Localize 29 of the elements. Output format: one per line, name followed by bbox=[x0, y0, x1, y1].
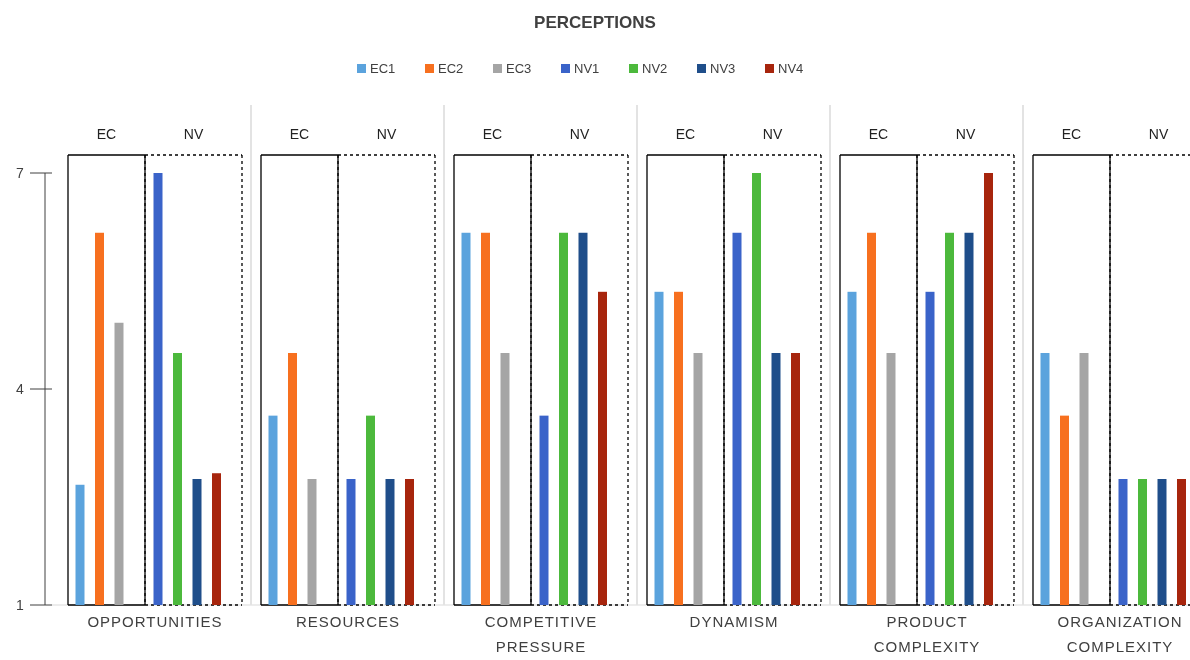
text: EC bbox=[482, 126, 503, 142]
text: NV bbox=[1148, 126, 1169, 142]
text: NV bbox=[376, 126, 397, 142]
text: NV bbox=[762, 126, 783, 142]
x-tick-label: DYNAMISM bbox=[689, 613, 779, 630]
legend-label: NV1 bbox=[574, 61, 600, 76]
chart-title: PERCEPTIONS bbox=[534, 13, 656, 32]
legend-label: NV3 bbox=[710, 61, 736, 76]
y-tick-label: 1 bbox=[16, 597, 25, 613]
y-tick-label: 4 bbox=[16, 381, 25, 397]
legend-label: NV2 bbox=[642, 61, 668, 76]
text: EC bbox=[1061, 126, 1082, 142]
x-tick-label: PRODUCT COMPLEXITY bbox=[873, 613, 981, 655]
x-tick-label: ORGANIZATION COMPLEXITY bbox=[1057, 613, 1183, 655]
legend-label: NV4 bbox=[778, 61, 804, 76]
x-tick-label: OPPORTUNITIES bbox=[87, 613, 223, 630]
x-tick-label: COMPETITIVE PRESSURE bbox=[484, 613, 598, 655]
x-tick-label: RESOURCES bbox=[295, 613, 401, 630]
text: NV bbox=[955, 126, 976, 142]
text: NV bbox=[569, 126, 590, 142]
text: EC bbox=[675, 126, 696, 142]
legend-label: EC1 bbox=[370, 61, 396, 76]
legend-label: EC3 bbox=[506, 61, 532, 76]
text: NV bbox=[183, 126, 204, 142]
legend-label: EC2 bbox=[438, 61, 464, 76]
text: EC bbox=[96, 126, 117, 142]
y-tick-label: 7 bbox=[16, 165, 25, 181]
text: EC bbox=[289, 126, 310, 142]
text: EC bbox=[868, 126, 889, 142]
